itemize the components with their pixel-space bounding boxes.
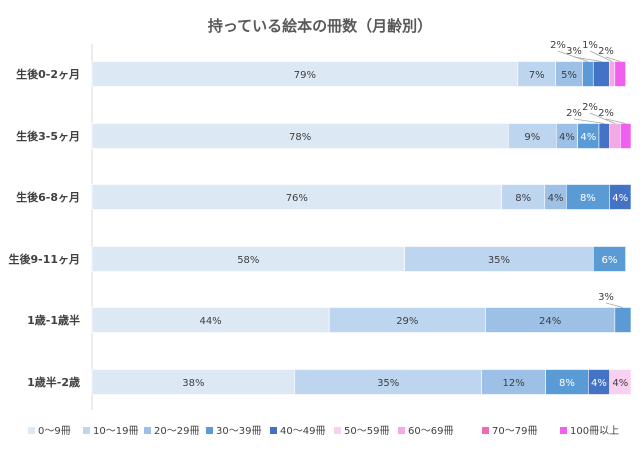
- data-label: 9%: [524, 132, 540, 143]
- bar-segment: [609, 123, 621, 149]
- bar-segment: [545, 369, 589, 395]
- category-label: 1歳半-2歳: [27, 375, 80, 389]
- bar-segment: [404, 246, 594, 272]
- data-label: 6%: [602, 255, 618, 266]
- bar-segment: [614, 61, 626, 87]
- bar-segment: [614, 307, 632, 333]
- category-label: 生後9-11ヶ月: [8, 252, 80, 266]
- bar-segment: [582, 61, 594, 87]
- legend-swatch: [28, 427, 35, 434]
- leader-line: [605, 118, 626, 124]
- data-label: 2%: [550, 40, 566, 51]
- data-label: 5%: [561, 70, 577, 81]
- chart-title: 持っている絵本の冊数（月齢別）: [208, 17, 432, 35]
- legend-swatch: [83, 427, 90, 434]
- bar-segment: [609, 184, 632, 210]
- data-label: 8%: [515, 193, 531, 204]
- legend-swatch: [334, 427, 341, 434]
- legend-swatch: [144, 427, 151, 434]
- bar-segment: [598, 123, 610, 149]
- bar-segment: [592, 61, 610, 87]
- bar-segment: [328, 307, 486, 333]
- legend-swatch: [270, 427, 277, 434]
- leader-line: [589, 112, 616, 124]
- bar-segment: [555, 61, 583, 87]
- legend-swatch: [206, 427, 213, 434]
- data-label: 8%: [580, 193, 596, 204]
- data-label: 4%: [580, 132, 596, 143]
- bar-segment: [91, 369, 296, 395]
- legend-label: 100冊以上: [570, 425, 619, 437]
- data-label: 35%: [377, 378, 399, 389]
- data-label: 2%: [598, 46, 614, 57]
- legend-swatch: [398, 427, 405, 434]
- data-label: 12%: [502, 378, 524, 389]
- data-label: 4%: [548, 193, 564, 204]
- leader-line: [589, 50, 613, 62]
- data-label: 4%: [559, 132, 575, 143]
- leader-line: [605, 302, 623, 308]
- legend-label: 0～9冊: [38, 426, 71, 437]
- leader-line: [605, 56, 621, 62]
- data-labels: 79% 7% 5%2%3%1%2%78% 9% 4% 4%2%2%2%76% 8% 4% 8% 4…: [182, 40, 628, 389]
- legend-label: 60～69冊: [408, 426, 453, 437]
- legend-label: 70～79冊: [492, 426, 537, 437]
- category-label: 生後3-5ヶ月: [16, 129, 80, 143]
- bar-segment: [609, 61, 616, 87]
- legend: 0～9冊 10～19冊 20～29冊 30～39冊 40～49冊 50～59冊 60～69冊…: [28, 425, 619, 437]
- data-label: 8%: [559, 378, 575, 389]
- leader-line: [573, 56, 602, 62]
- bar-segment: [609, 369, 632, 395]
- bar-segment: [91, 61, 519, 87]
- bar-segment: [485, 307, 616, 333]
- data-label: 79%: [294, 70, 316, 81]
- data-label: 76%: [286, 193, 308, 204]
- bar-segment: [592, 246, 626, 272]
- category-label: 1歳-1歳半: [27, 313, 80, 327]
- bar-segment: [91, 184, 502, 210]
- data-label: 3%: [566, 46, 582, 57]
- data-label: 4%: [612, 378, 628, 389]
- category-label: 生後6-8ヶ月: [16, 190, 80, 204]
- bar-segment: [620, 123, 632, 149]
- data-label: 24%: [539, 316, 561, 327]
- legend-label: 40～49冊: [280, 426, 325, 437]
- bar-segment: [566, 184, 610, 210]
- leader-line: [557, 50, 588, 62]
- bar-segment: [517, 61, 556, 87]
- data-label: 7%: [529, 70, 545, 81]
- legend-label: 20～29冊: [154, 426, 199, 437]
- data-label: 44%: [199, 316, 221, 327]
- legend-swatch: [560, 427, 567, 434]
- data-label: 38%: [182, 378, 204, 389]
- data-label: 58%: [237, 255, 259, 266]
- data-label: 78%: [289, 132, 311, 143]
- bar-segment: [91, 246, 405, 272]
- leader-line: [573, 118, 605, 124]
- category-label: 生後0-2ヶ月: [16, 67, 80, 81]
- data-label: 4%: [612, 193, 628, 204]
- data-label: 35%: [488, 255, 510, 266]
- data-label: 4%: [591, 378, 607, 389]
- data-label: 2%: [582, 102, 598, 113]
- legend-label: 10～19冊: [93, 426, 138, 437]
- data-label: 1%: [582, 40, 598, 51]
- data-label: 2%: [566, 108, 582, 119]
- legend-label: 30～39冊: [216, 426, 261, 437]
- data-label: 3%: [598, 292, 614, 303]
- bar-segment: [481, 369, 546, 395]
- data-label: 29%: [396, 316, 418, 327]
- legend-label: 50～59冊: [344, 426, 389, 437]
- legend-swatch: [482, 427, 489, 434]
- bar-segment: [294, 369, 482, 395]
- data-label: 2%: [598, 108, 614, 119]
- bars-group: [91, 61, 632, 395]
